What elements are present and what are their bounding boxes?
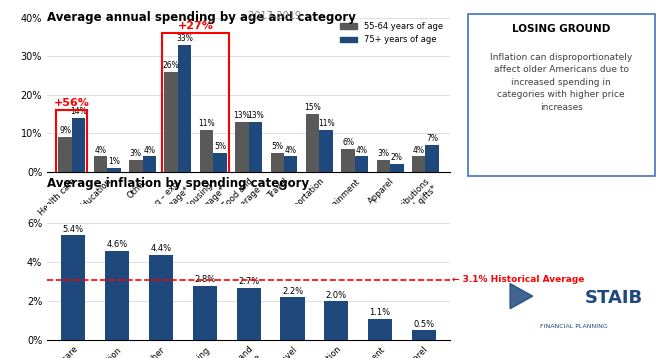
Text: 4.6%: 4.6% [107, 240, 128, 249]
Legend: 55-64 years of age, 75+ years of age: 55-64 years of age, 75+ years of age [337, 19, 446, 48]
Bar [412, 156, 425, 172]
Bar [61, 235, 85, 340]
Text: 2.0%: 2.0% [326, 291, 347, 300]
Text: 4%: 4% [285, 145, 297, 155]
Bar [56, 110, 87, 176]
Text: 11%: 11% [198, 118, 215, 127]
Bar [213, 153, 226, 172]
Bar [355, 156, 368, 172]
Bar [163, 33, 229, 176]
Bar [280, 297, 304, 340]
Text: 1.1%: 1.1% [370, 308, 390, 317]
Bar [425, 145, 439, 172]
Text: STAIB: STAIB [585, 289, 643, 307]
Text: 4%: 4% [95, 145, 106, 155]
Text: 4.4%: 4.4% [151, 244, 171, 253]
Text: 33%: 33% [176, 34, 193, 43]
Bar [390, 164, 404, 172]
Text: Average inflation by spending category: Average inflation by spending category [47, 177, 309, 190]
Text: 26%: 26% [163, 61, 179, 70]
Text: 5%: 5% [214, 142, 226, 151]
Text: 2.2%: 2.2% [282, 287, 303, 296]
Bar [341, 149, 355, 172]
Bar [368, 319, 392, 340]
Bar [165, 72, 178, 172]
Bar [93, 156, 107, 172]
Polygon shape [510, 284, 533, 309]
Text: 0.5%: 0.5% [413, 320, 435, 329]
Text: LOSING GROUND: LOSING GROUND [512, 24, 610, 34]
Text: 7%: 7% [426, 134, 438, 143]
Bar [58, 137, 72, 172]
Bar [284, 156, 298, 172]
Bar [129, 160, 142, 172]
Bar [306, 114, 319, 172]
Text: +27%: +27% [177, 21, 214, 32]
Text: 9%: 9% [59, 126, 71, 135]
Text: 2.8%: 2.8% [194, 275, 216, 284]
Text: 15%: 15% [304, 103, 321, 112]
Text: 2.7%: 2.7% [238, 277, 259, 286]
Bar [200, 130, 213, 172]
Text: 1%: 1% [108, 157, 120, 166]
Bar [249, 122, 262, 172]
Bar [237, 287, 261, 340]
Bar [377, 160, 390, 172]
Text: 2%: 2% [391, 153, 403, 162]
Bar [324, 301, 348, 340]
Text: 11%: 11% [318, 118, 335, 127]
FancyBboxPatch shape [468, 14, 655, 176]
Text: 3%: 3% [130, 149, 142, 158]
Bar [193, 286, 217, 340]
Text: 4%: 4% [413, 145, 425, 155]
Text: 5.4%: 5.4% [62, 224, 84, 234]
Bar [178, 45, 192, 172]
Text: Inflation can disproportionately
affect older Americans due to
increased spendin: Inflation can disproportionately affect … [490, 53, 632, 112]
Text: 2017-2019: 2017-2019 [245, 11, 301, 21]
Text: +56%: +56% [54, 98, 90, 108]
Bar [105, 251, 129, 340]
Text: 13%: 13% [234, 111, 250, 120]
Text: 3%: 3% [378, 149, 389, 158]
Bar [72, 118, 85, 172]
Text: 4%: 4% [355, 145, 368, 155]
Bar [235, 122, 249, 172]
Text: 14%: 14% [70, 107, 87, 116]
Text: FINANCIAL PLANNING: FINANCIAL PLANNING [540, 324, 607, 329]
Bar [271, 153, 284, 172]
Text: 5%: 5% [271, 142, 284, 151]
Text: 4%: 4% [143, 145, 155, 155]
Text: ← 3.1% Historical Average: ← 3.1% Historical Average [452, 275, 585, 284]
Bar [107, 168, 120, 172]
Text: 13%: 13% [247, 111, 263, 120]
Text: Average annual spending by age and category: Average annual spending by age and categ… [47, 11, 356, 24]
Bar [142, 156, 156, 172]
Bar [412, 330, 436, 340]
Text: 6%: 6% [342, 138, 354, 147]
Bar [319, 130, 333, 172]
Bar [149, 255, 173, 340]
